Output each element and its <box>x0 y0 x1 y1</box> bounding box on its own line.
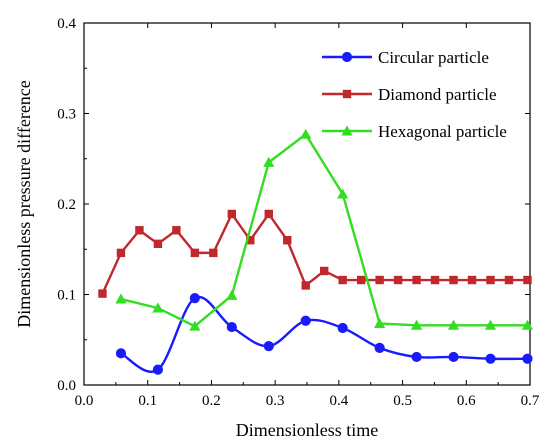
data-point-circular-particle <box>189 293 200 304</box>
data-point-diamond-particle <box>375 275 384 285</box>
legend-label: Diamond particle <box>378 85 497 104</box>
series-circular-particle <box>115 293 533 375</box>
series-line-diamond-particle <box>101 211 528 295</box>
data-point-hexagonal-particle <box>410 319 423 330</box>
data-point-diamond-particle <box>153 239 163 249</box>
legend-label: Circular particle <box>378 48 489 67</box>
data-point-diamond-particle <box>467 275 477 285</box>
data-point-circular-particle <box>226 321 237 333</box>
data-point-diamond-particle <box>504 275 514 285</box>
legend: Circular particle Diamond particle Hexagon… <box>322 48 507 141</box>
data-point-circular-particle <box>411 351 422 363</box>
plot-frame <box>83 22 531 386</box>
legend-label: Hexagonal particle <box>378 122 507 141</box>
x-tick-label: 0.7 <box>521 393 540 409</box>
data-point-diamond-particle <box>430 275 440 285</box>
data-point-diamond-particle <box>301 281 310 290</box>
data-point-diamond-particle <box>98 289 107 298</box>
x-tick-label: 0.3 <box>266 393 285 409</box>
data-point-hexagonal-particle <box>337 188 349 199</box>
data-point-circular-particle <box>485 353 496 364</box>
series-hexagonal-particle <box>115 128 534 331</box>
legend-swatch-marker <box>341 125 353 136</box>
x-tick-label: 0.2 <box>202 393 221 409</box>
data-point-circular-particle <box>337 322 348 334</box>
data-point-diamond-particle <box>172 226 181 235</box>
y-tick-label: 0.4 <box>57 16 76 32</box>
series-line-circular-particle <box>120 295 528 373</box>
data-point-diamond-particle <box>227 209 237 219</box>
x-tick-label: 0.0 <box>75 393 94 409</box>
data-point-diamond-particle <box>190 248 200 258</box>
data-point-diamond-particle <box>209 248 218 258</box>
legend-item-hexagonal-particle: Hexagonal particle <box>322 122 507 141</box>
data-point-circular-particle <box>522 353 533 364</box>
data-point-circular-particle <box>152 364 164 375</box>
data-point-diamond-particle <box>449 275 458 285</box>
data-point-diamond-particle <box>246 236 255 245</box>
data-point-diamond-particle <box>356 275 366 285</box>
series-line-hexagonal-particle <box>120 132 528 328</box>
axis-ticks: 0.0 0.1 0.2 0.3 0.4 0.5 0.6 0.7 0.0 0.1 0.2 0.3 0.4 <box>57 16 540 409</box>
legend-item-diamond-particle: Diamond particle <box>322 85 497 104</box>
x-tick-label: 0.4 <box>329 393 348 409</box>
x-tick-label: 0.5 <box>393 393 412 409</box>
data-point-diamond-particle <box>486 275 495 285</box>
series-layer <box>98 128 534 375</box>
data-point-hexagonal-particle <box>521 319 534 330</box>
data-point-circular-particle <box>300 315 311 326</box>
y-tick-label: 0.1 <box>57 288 76 304</box>
data-point-hexagonal-particle <box>152 302 164 313</box>
x-tick-label: 0.1 <box>138 393 157 409</box>
data-point-diamond-particle <box>393 275 403 285</box>
y-tick-label: 0.0 <box>57 378 76 394</box>
series-diamond-particle <box>98 209 532 298</box>
data-point-circular-particle <box>263 340 274 352</box>
data-point-hexagonal-particle <box>374 317 386 328</box>
data-point-hexagonal-particle <box>263 156 275 167</box>
data-point-diamond-particle <box>320 266 329 276</box>
data-point-circular-particle <box>448 351 459 363</box>
x-tick-label: 0.6 <box>457 393 476 409</box>
data-point-diamond-particle <box>338 275 347 285</box>
data-point-hexagonal-particle <box>300 128 312 139</box>
y-axis-title: Dimensionless pressure difference <box>14 80 34 328</box>
data-point-circular-particle <box>115 348 127 359</box>
data-point-diamond-particle <box>135 226 144 235</box>
x-axis-title: Dimensionless time <box>236 420 379 440</box>
data-point-hexagonal-particle <box>447 319 460 330</box>
y-tick-label: 0.2 <box>57 197 76 213</box>
data-point-hexagonal-particle <box>115 293 127 304</box>
data-point-diamond-particle <box>523 275 532 285</box>
data-point-diamond-particle <box>283 236 292 245</box>
data-point-circular-particle <box>374 342 385 353</box>
data-point-hexagonal-particle <box>226 289 238 300</box>
data-point-diamond-particle <box>412 275 421 285</box>
data-point-diamond-particle <box>264 209 273 219</box>
legend-swatch-marker <box>342 89 352 99</box>
data-point-hexagonal-particle <box>484 319 497 330</box>
y-tick-label: 0.3 <box>57 107 76 123</box>
legend-item-circular-particle: Circular particle <box>322 48 489 67</box>
data-point-diamond-particle <box>116 248 126 258</box>
legend-swatch-marker <box>341 51 353 63</box>
plot-border <box>83 22 531 386</box>
data-point-hexagonal-particle <box>189 320 201 331</box>
